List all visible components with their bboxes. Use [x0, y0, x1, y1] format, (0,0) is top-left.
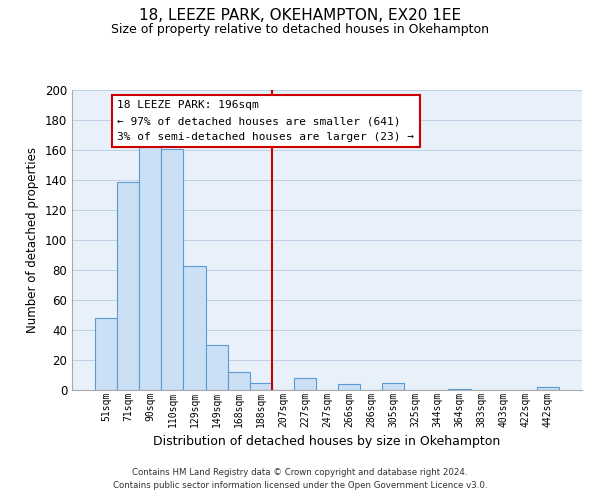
- Bar: [382, 382, 404, 390]
- Bar: [250, 382, 272, 390]
- Text: 18 LEEZE PARK: 196sqm
← 97% of detached houses are smaller (641)
3% of semi-deta: 18 LEEZE PARK: 196sqm ← 97% of detached …: [117, 100, 414, 141]
- Text: Size of property relative to detached houses in Okehampton: Size of property relative to detached ho…: [111, 22, 489, 36]
- Bar: [294, 378, 316, 390]
- Bar: [448, 388, 470, 390]
- Y-axis label: Number of detached properties: Number of detached properties: [26, 147, 39, 333]
- Bar: [537, 387, 559, 390]
- Bar: [184, 266, 206, 390]
- Text: Distribution of detached houses by size in Okehampton: Distribution of detached houses by size …: [154, 435, 500, 448]
- Text: Contains HM Land Registry data © Crown copyright and database right 2024.
Contai: Contains HM Land Registry data © Crown c…: [113, 468, 487, 490]
- Bar: [161, 148, 184, 390]
- Bar: [338, 384, 360, 390]
- Text: 18, LEEZE PARK, OKEHAMPTON, EX20 1EE: 18, LEEZE PARK, OKEHAMPTON, EX20 1EE: [139, 8, 461, 22]
- Bar: [206, 345, 227, 390]
- Bar: [117, 182, 139, 390]
- Bar: [95, 318, 117, 390]
- Bar: [227, 372, 250, 390]
- Bar: [139, 141, 161, 390]
